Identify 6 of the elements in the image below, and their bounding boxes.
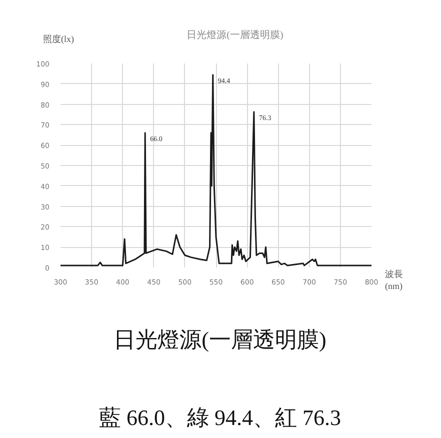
- y-axis-title: 照度(lx): [43, 33, 74, 46]
- x-axis-title: 波長 (nm): [385, 268, 403, 292]
- text: 日光燈源(一層透明膜): [114, 326, 326, 354]
- chart-title: 日光燈源(一層透明膜): [186, 29, 284, 43]
- text: 藍 66.0、綠 94.4、紅 76.3: [99, 404, 341, 432]
- line-series: [60, 74, 372, 266]
